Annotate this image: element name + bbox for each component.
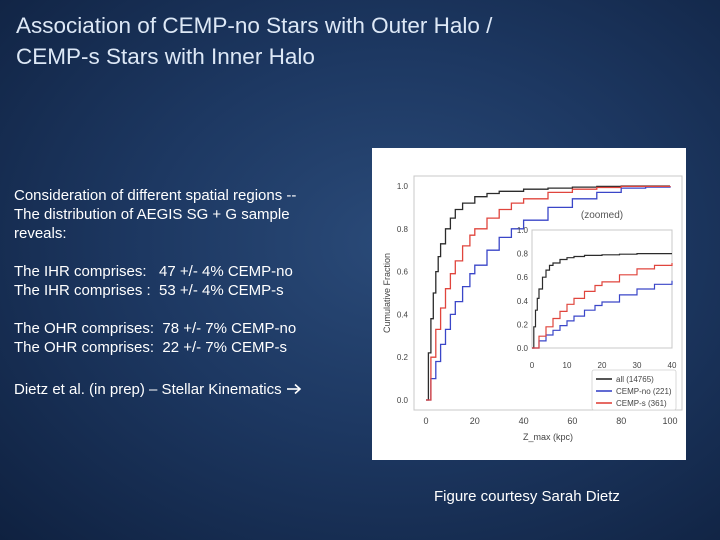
inset-ytick-label-4: 0.8 xyxy=(517,250,529,259)
legend-label-0: all (14765) xyxy=(616,375,654,384)
legend-box xyxy=(591,369,677,411)
figure-credit: Figure courtesy Sarah Dietz xyxy=(434,488,620,505)
inset-ytick-label-0: 0.0 xyxy=(517,344,529,353)
inset-xtick-label-0: 0 xyxy=(530,361,535,370)
intro-line-3: reveals: xyxy=(14,225,67,242)
main-ytick-label-1: 0.2 xyxy=(397,353,409,362)
main-xtick-label-5: 100 xyxy=(662,416,677,426)
main-xtick-label-3: 60 xyxy=(567,416,577,426)
main-y-axis-label: Cumulative Fraction xyxy=(382,253,392,333)
title-line-1: Association of CEMP-no Stars with Outer … xyxy=(16,13,493,38)
reference-text: Dietz et al. (in prep) – Stellar Kinemat… xyxy=(14,381,282,398)
ihr-line-1: The IHR comprises: 47 +/- 4% CEMP-no xyxy=(14,263,293,280)
inset-series-line-1 xyxy=(532,280,673,349)
inset-xtick-label-4: 40 xyxy=(668,361,677,370)
main-series-line-1 xyxy=(426,186,671,401)
main-xtick-label-0: 0 xyxy=(423,416,428,426)
inset-xtick-label-2: 20 xyxy=(598,361,607,370)
inset-series-line-2 xyxy=(532,263,673,349)
slide-body: Consideration of different spatial regio… xyxy=(14,186,374,399)
inset-ytick-label-5: 1.0 xyxy=(517,226,529,235)
inset-series-line-0 xyxy=(532,253,672,349)
cumulative-fraction-figure: 0 20 40 60 80 100 0.0 0.2 0.4 0.6 0.8 1.0 Z_max (kpc… xyxy=(372,148,686,460)
intro-line-2: The distribution of AEGIS SG + G sample xyxy=(14,206,290,223)
inset-ytick-label-1: 0.2 xyxy=(517,320,529,329)
intro-line-1: Consideration of different spatial regio… xyxy=(14,187,297,204)
main-ytick-label-4: 0.8 xyxy=(397,225,409,234)
main-x-axis-label: Z_max (kpc) xyxy=(523,432,573,442)
inset-xtick-label-3: 30 xyxy=(633,361,642,370)
main-xtick-label-2: 40 xyxy=(519,416,529,426)
arrow-right-icon xyxy=(286,383,301,395)
inset-ytick-label-2: 0.4 xyxy=(517,297,529,306)
inset-title: (zoomed) xyxy=(581,210,623,221)
main-xtick-label-1: 20 xyxy=(470,416,480,426)
main-series-line-0 xyxy=(426,185,670,401)
main-series-line-2 xyxy=(426,185,671,401)
ohr-line-1: The OHR comprises: 78 +/- 7% CEMP-no xyxy=(14,320,297,337)
legend-label-1: CEMP-no (221) xyxy=(616,387,672,396)
inset-ytick-label-3: 0.6 xyxy=(517,273,529,282)
main-ytick-label-2: 0.4 xyxy=(397,310,409,319)
main-ytick-label-0: 0.0 xyxy=(397,396,409,405)
ohr-line-2: The OHR comprises: 22 +/- 7% CEMP-s xyxy=(14,339,287,356)
main-ytick-label-5: 1.0 xyxy=(397,182,409,191)
inset-xtick-label-1: 10 xyxy=(563,361,572,370)
legend-label-2: CEMP-s (361) xyxy=(616,399,667,408)
slide-title: Association of CEMP-no Stars with Outer … xyxy=(16,10,706,72)
title-line-2: CEMP-s Stars with Inner Halo xyxy=(16,44,315,69)
main-plot-frame xyxy=(413,175,683,411)
reference-line: Dietz et al. (in prep) – Stellar Kinemat… xyxy=(14,380,374,399)
main-xtick-label-4: 80 xyxy=(616,416,626,426)
main-ytick-label-3: 0.6 xyxy=(397,268,409,277)
ihr-line-2: The IHR comprises : 53 +/- 4% CEMP-s xyxy=(14,282,284,299)
